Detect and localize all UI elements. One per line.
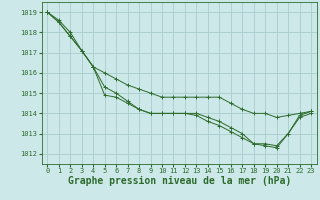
X-axis label: Graphe pression niveau de la mer (hPa): Graphe pression niveau de la mer (hPa) bbox=[68, 176, 291, 186]
